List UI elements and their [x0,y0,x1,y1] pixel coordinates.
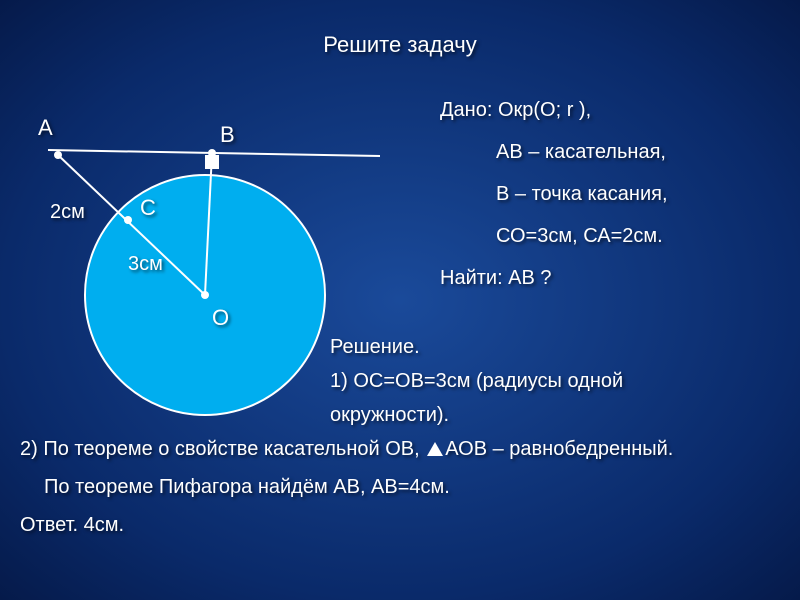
point-o [201,291,209,299]
step-2: 2) По теореме о свойстве касательной ОВ,… [20,430,780,468]
label-a: А [38,115,53,140]
solution-step-1b: окружности). [330,398,623,432]
solution-step-1a: 1) ОС=ОВ=3см (радиусы одной [330,364,623,398]
bottom-block: 2) По теореме о свойстве касательной ОВ,… [20,430,780,544]
given-line-5: Найти: АВ ? [440,258,668,298]
diagram-svg: А В С О 2см 3см [20,100,380,430]
triangle-icon [427,442,443,456]
solution-block: Решение. 1) ОС=ОВ=3см (радиусы одной окр… [330,330,623,432]
point-c [124,216,132,224]
given-block: Дано: Окр(О; r ), АВ – касательная, В – … [440,90,668,300]
given-line-4: СО=3см, СА=2см. [440,216,668,256]
given-line-2: АВ – касательная, [440,132,668,172]
geometry-diagram: А В С О 2см 3см [20,100,340,410]
label-o: О [212,305,229,330]
given-line-1: Дано: Окр(О; r ), [440,90,668,130]
label-b: В [220,122,235,147]
answer: Ответ. 4см. [20,506,780,544]
label-len-co: 3см [128,253,163,275]
label-c: С [140,195,156,220]
point-b [208,149,216,157]
right-angle-mark [205,155,219,169]
step-2a: 2) По теореме о свойстве касательной ОВ, [20,438,425,460]
given-line-3: В – точка касания, [440,174,668,214]
slide-title: Решите задачу [323,32,476,58]
step-2-cont: По теореме Пифагора найдём АВ, АВ=4см. [20,468,780,506]
label-len-ac: 2см [50,201,85,223]
step-2b: АОВ – равнобедренный. [445,438,673,460]
point-a [54,151,62,159]
solution-head: Решение. [330,330,623,364]
